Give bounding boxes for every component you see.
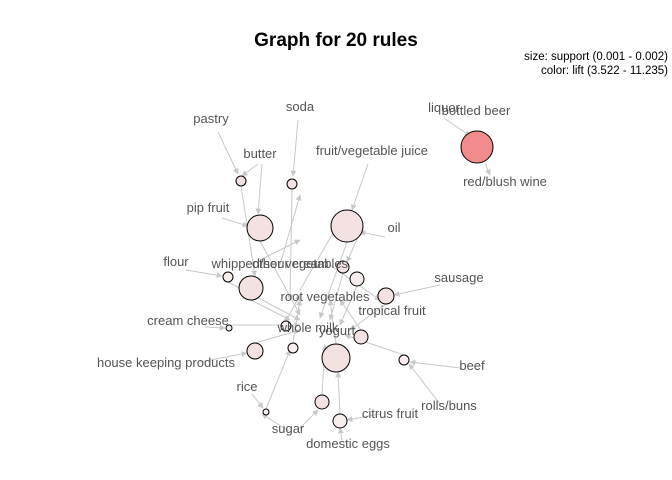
rule-edge xyxy=(443,117,471,137)
item-label: tropical fruit xyxy=(358,303,426,318)
rule-edge xyxy=(350,163,369,211)
rule-node xyxy=(222,271,234,283)
rule-edge xyxy=(185,269,223,279)
rule-node xyxy=(314,394,330,410)
rule-node xyxy=(398,354,410,366)
rule-node xyxy=(460,130,494,164)
rule-edge xyxy=(285,294,301,322)
rule-node xyxy=(225,324,233,332)
legend-color: color: lift (3.522 - 11.235) xyxy=(541,65,668,77)
rule-edge xyxy=(349,303,387,331)
item-label: citrus fruit xyxy=(362,406,419,421)
item-label: other vegetables xyxy=(252,256,349,271)
rule-edge xyxy=(408,363,441,405)
item-label: red/blush wine xyxy=(463,174,547,189)
rule-edge xyxy=(327,299,337,345)
rule-edge xyxy=(339,285,358,326)
rule-node xyxy=(262,408,270,416)
rule-node xyxy=(246,342,264,360)
rule-node xyxy=(235,175,247,187)
rule-node xyxy=(353,329,369,345)
rule-edge xyxy=(359,230,386,238)
rule-node xyxy=(280,320,292,332)
rule-edge xyxy=(318,241,348,319)
rule-node xyxy=(330,209,364,243)
legend-size: size: support (0.001 - 0.002) xyxy=(524,51,668,63)
rule-edge xyxy=(335,371,342,415)
rule-edge xyxy=(339,299,362,331)
rule-edge xyxy=(279,194,302,266)
rule-edge xyxy=(259,240,301,316)
rule-node xyxy=(377,287,395,305)
graph-title: Graph for 20 rules xyxy=(254,30,418,51)
item-label: sugar xyxy=(272,421,305,436)
rule-node xyxy=(336,260,350,274)
rule-node xyxy=(287,342,299,354)
item-label: butter xyxy=(243,146,277,161)
rule-edge xyxy=(299,409,319,429)
item-label: root vegetables xyxy=(281,289,370,304)
item-label: beef xyxy=(459,358,485,373)
rule-node xyxy=(321,343,351,373)
rule-edge xyxy=(299,227,337,291)
item-label: pastry xyxy=(193,111,229,126)
rule-edge xyxy=(328,272,344,321)
rule-edge xyxy=(254,328,301,344)
rule-node xyxy=(286,178,298,190)
rule-edge xyxy=(484,162,491,176)
item-label: whole milk xyxy=(277,320,339,335)
item-label: rice xyxy=(237,379,258,394)
rule-node xyxy=(238,275,264,301)
rule-edge xyxy=(199,351,248,363)
rule-edge xyxy=(409,359,461,369)
rule-edge xyxy=(217,131,239,175)
rule-node xyxy=(349,271,365,287)
item-label: domestic eggs xyxy=(306,436,390,451)
rule-nodes-layer xyxy=(222,130,494,429)
item-label: yogurt xyxy=(319,323,356,338)
item-label: whipped/sour cream xyxy=(210,256,328,271)
rule-edge xyxy=(255,163,263,215)
item-label: cream cheese xyxy=(147,313,229,328)
rule-edge xyxy=(393,284,441,297)
rule-edge xyxy=(250,299,291,321)
item-label: pip fruit xyxy=(187,200,230,215)
item-label: fruit/vegetable juice xyxy=(316,143,428,158)
item-label: house keeping products xyxy=(97,355,236,370)
rule-edge xyxy=(290,119,299,177)
item-label: flour xyxy=(163,254,189,269)
rule-edge xyxy=(337,427,344,441)
item-label: oil xyxy=(387,220,400,235)
rule-node xyxy=(246,214,274,242)
item-label: sausage xyxy=(434,270,483,285)
item-label: rolls/buns xyxy=(421,398,477,413)
item-label: liquor xyxy=(428,100,460,115)
rule-edge xyxy=(265,349,291,410)
item-label: bottled beer xyxy=(442,103,511,118)
rule-edge xyxy=(346,413,381,422)
rule-edge xyxy=(292,299,303,343)
rule-edge xyxy=(261,413,293,434)
rule-node xyxy=(332,413,348,429)
rule-edge xyxy=(241,163,259,177)
item-label: soda xyxy=(286,99,315,114)
rule-edge xyxy=(251,393,264,409)
rule-edge xyxy=(259,239,301,261)
rule-edge xyxy=(204,324,226,331)
rule-edge xyxy=(221,217,249,228)
